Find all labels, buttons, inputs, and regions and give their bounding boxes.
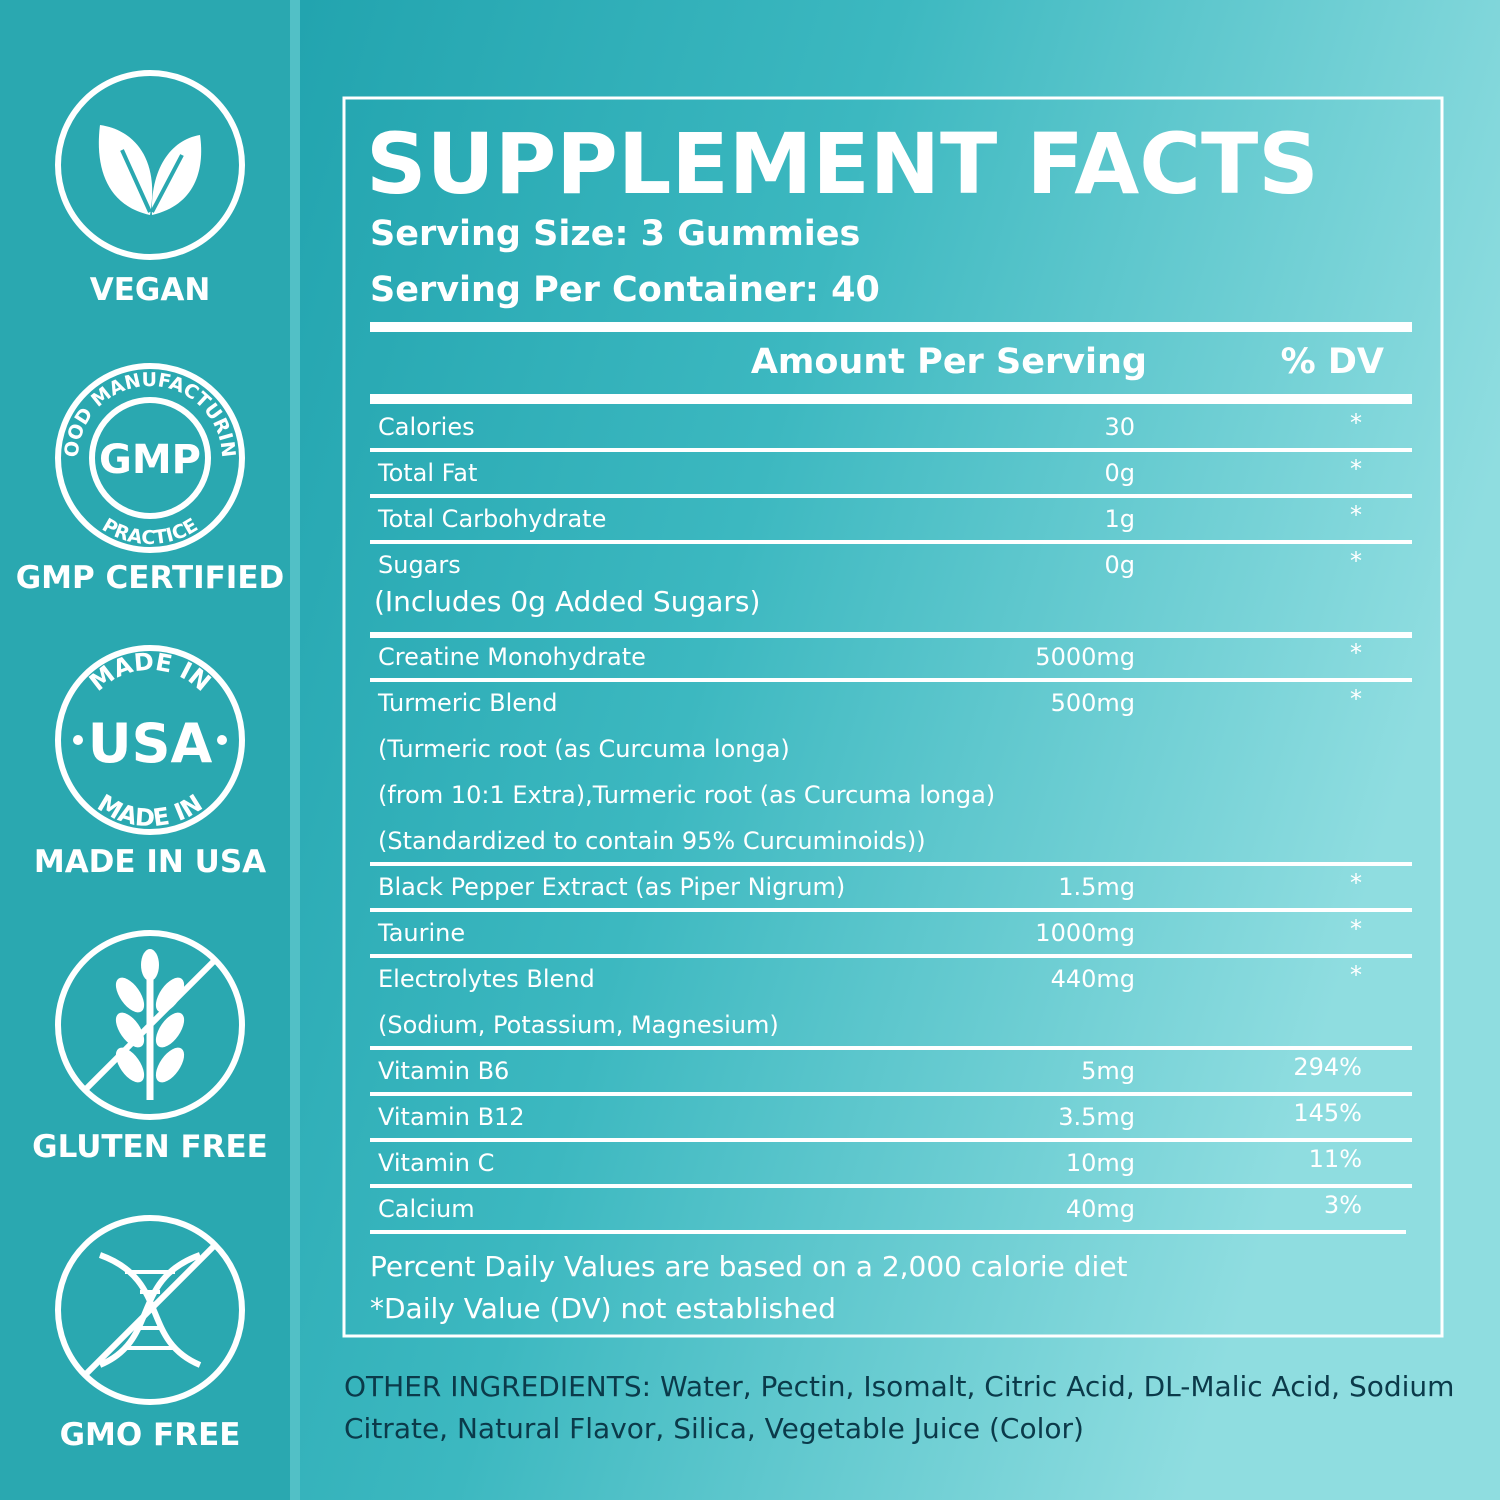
column-header: Amount Per Serving xyxy=(751,342,1147,382)
nutrient-name: Total Carbohydrate xyxy=(377,505,606,533)
nutrient-amount: 30 xyxy=(1104,413,1135,441)
nutrient-name: Taurine xyxy=(377,919,465,947)
servings-per-container: Serving Per Container: 40 xyxy=(370,270,880,310)
facts-rows: Calories 30 * Total Fat 0g * Total Carbohydrat… xyxy=(370,409,1412,1234)
nutrient-amount: 500mg xyxy=(1051,689,1135,717)
nutrient-dv: * xyxy=(1350,639,1362,667)
ingredients-line: OTHER INGREDIENTS: Water, Pectin, Isomal… xyxy=(344,1370,1454,1403)
side-panel xyxy=(0,0,298,1500)
badge-label: GMP CERTIFIED xyxy=(16,560,285,596)
nutrient-name: Calcium xyxy=(378,1195,475,1223)
nutrient-name: Calories xyxy=(378,413,475,441)
nutrient-amount: 5mg xyxy=(1081,1057,1135,1085)
row-rule xyxy=(370,862,1412,866)
row-rule xyxy=(370,1092,1412,1096)
nutrient-name: Sugars xyxy=(378,551,461,579)
nutrient-amount: 440mg xyxy=(1051,965,1135,993)
badge-label: VEGAN xyxy=(90,272,211,308)
nutrient-name: Vitamin C xyxy=(378,1149,494,1177)
nutrient-amount: 1g xyxy=(1104,505,1135,533)
nutrient-name: Creatine Monohydrate xyxy=(378,643,646,671)
nutrient-dv: 3% xyxy=(1324,1191,1362,1219)
nutrient-amount: 3.5mg xyxy=(1058,1103,1135,1131)
nutrient-amount: 10mg xyxy=(1066,1149,1135,1177)
nutrient-amount: 0g xyxy=(1104,551,1135,579)
nutrient-dv: 11% xyxy=(1309,1145,1362,1173)
nutrient-name: Electrolytes Blend xyxy=(378,965,595,993)
nutrient-name: Vitamin B6 xyxy=(378,1057,509,1085)
facts-title: SUPPLEMENT FACTS xyxy=(366,115,1319,213)
nutrient-dv: * xyxy=(1350,547,1362,575)
row-rule xyxy=(370,448,1412,452)
row-rule xyxy=(370,678,1412,682)
panel-edge xyxy=(290,0,300,1500)
row-rule xyxy=(370,1230,1406,1234)
gluten-badge: GLUTEN FREE xyxy=(32,930,268,1165)
footnotes: Percent Daily Values are based on a 2,00… xyxy=(370,1250,1128,1325)
row-rule xyxy=(370,494,1412,498)
vegan-badge: VEGAN xyxy=(55,70,245,308)
nutrient-dv: 145% xyxy=(1293,1099,1362,1127)
thick-rule xyxy=(370,394,1412,404)
footnote: Percent Daily Values are based on a 2,00… xyxy=(370,1250,1128,1283)
row-rule xyxy=(370,1046,1412,1050)
nutrient-dv: * xyxy=(1350,409,1362,437)
nutrient-dv: 294% xyxy=(1293,1053,1362,1081)
nutrient-amount: 1.5mg xyxy=(1058,873,1135,901)
row-rule xyxy=(370,908,1412,912)
badge-label: GMO FREE xyxy=(60,1417,241,1453)
row-rule xyxy=(370,540,1412,544)
nutrient-detail: (from 10:1 Extra),Turmeric root (as Curc… xyxy=(378,781,995,809)
gmo-badge: GMO FREE xyxy=(55,1215,245,1453)
badge-label: GLUTEN FREE xyxy=(32,1129,268,1165)
seal-center: GMP xyxy=(99,437,201,483)
nutrient-name: Vitamin B12 xyxy=(378,1103,525,1131)
nutrient-dv: * xyxy=(1350,915,1362,943)
nutrient-amount: 0g xyxy=(1104,459,1135,487)
other-ingredients: OTHER INGREDIENTS: Water, Pectin, Isomal… xyxy=(344,1370,1454,1445)
nutrient-name: Turmeric Blend xyxy=(377,689,558,717)
nutrient-dv: * xyxy=(1350,501,1362,529)
nutrient-amount: 5000mg xyxy=(1035,643,1135,671)
row-rule xyxy=(370,1138,1412,1142)
nutrient-detail: (Includes 0g Added Sugars) xyxy=(374,585,760,618)
nutrient-dv: * xyxy=(1350,961,1362,989)
column-header: % DV xyxy=(1281,342,1384,382)
ingredients-line: Citrate, Natural Flavor, Silica, Vegetab… xyxy=(344,1412,1084,1445)
thick-rule xyxy=(370,322,1412,332)
nutrient-detail: (Turmeric root (as Curcuma longa) xyxy=(378,735,790,763)
nutrient-detail: (Sodium, Potassium, Magnesium) xyxy=(378,1011,779,1039)
seal-center: USA xyxy=(88,712,213,775)
nutrient-detail: (Standardized to contain 95% Curcuminoid… xyxy=(378,827,926,855)
usa-badge: MADE IN MADE IN USA MADE IN USA xyxy=(34,645,266,880)
footnote: *Daily Value (DV) not established xyxy=(370,1292,836,1325)
nutrient-amount: 1000mg xyxy=(1035,919,1135,947)
row-rule xyxy=(370,954,1412,958)
nutrient-dv: * xyxy=(1350,685,1362,713)
facts-border xyxy=(342,96,1444,1338)
nutrient-name: Total Fat xyxy=(377,459,477,487)
nutrient-amount: 40mg xyxy=(1066,1195,1135,1223)
nutrient-dv: * xyxy=(1350,455,1362,483)
row-rule xyxy=(370,1184,1412,1188)
nutrient-dv: * xyxy=(1350,869,1362,897)
nutrient-name: Black Pepper Extract (as Piper Nigrum) xyxy=(378,873,845,901)
badge-label: MADE IN USA xyxy=(34,844,266,880)
serving-size: Serving Size: 3 Gummies xyxy=(370,214,860,254)
row-rule xyxy=(370,632,1412,638)
